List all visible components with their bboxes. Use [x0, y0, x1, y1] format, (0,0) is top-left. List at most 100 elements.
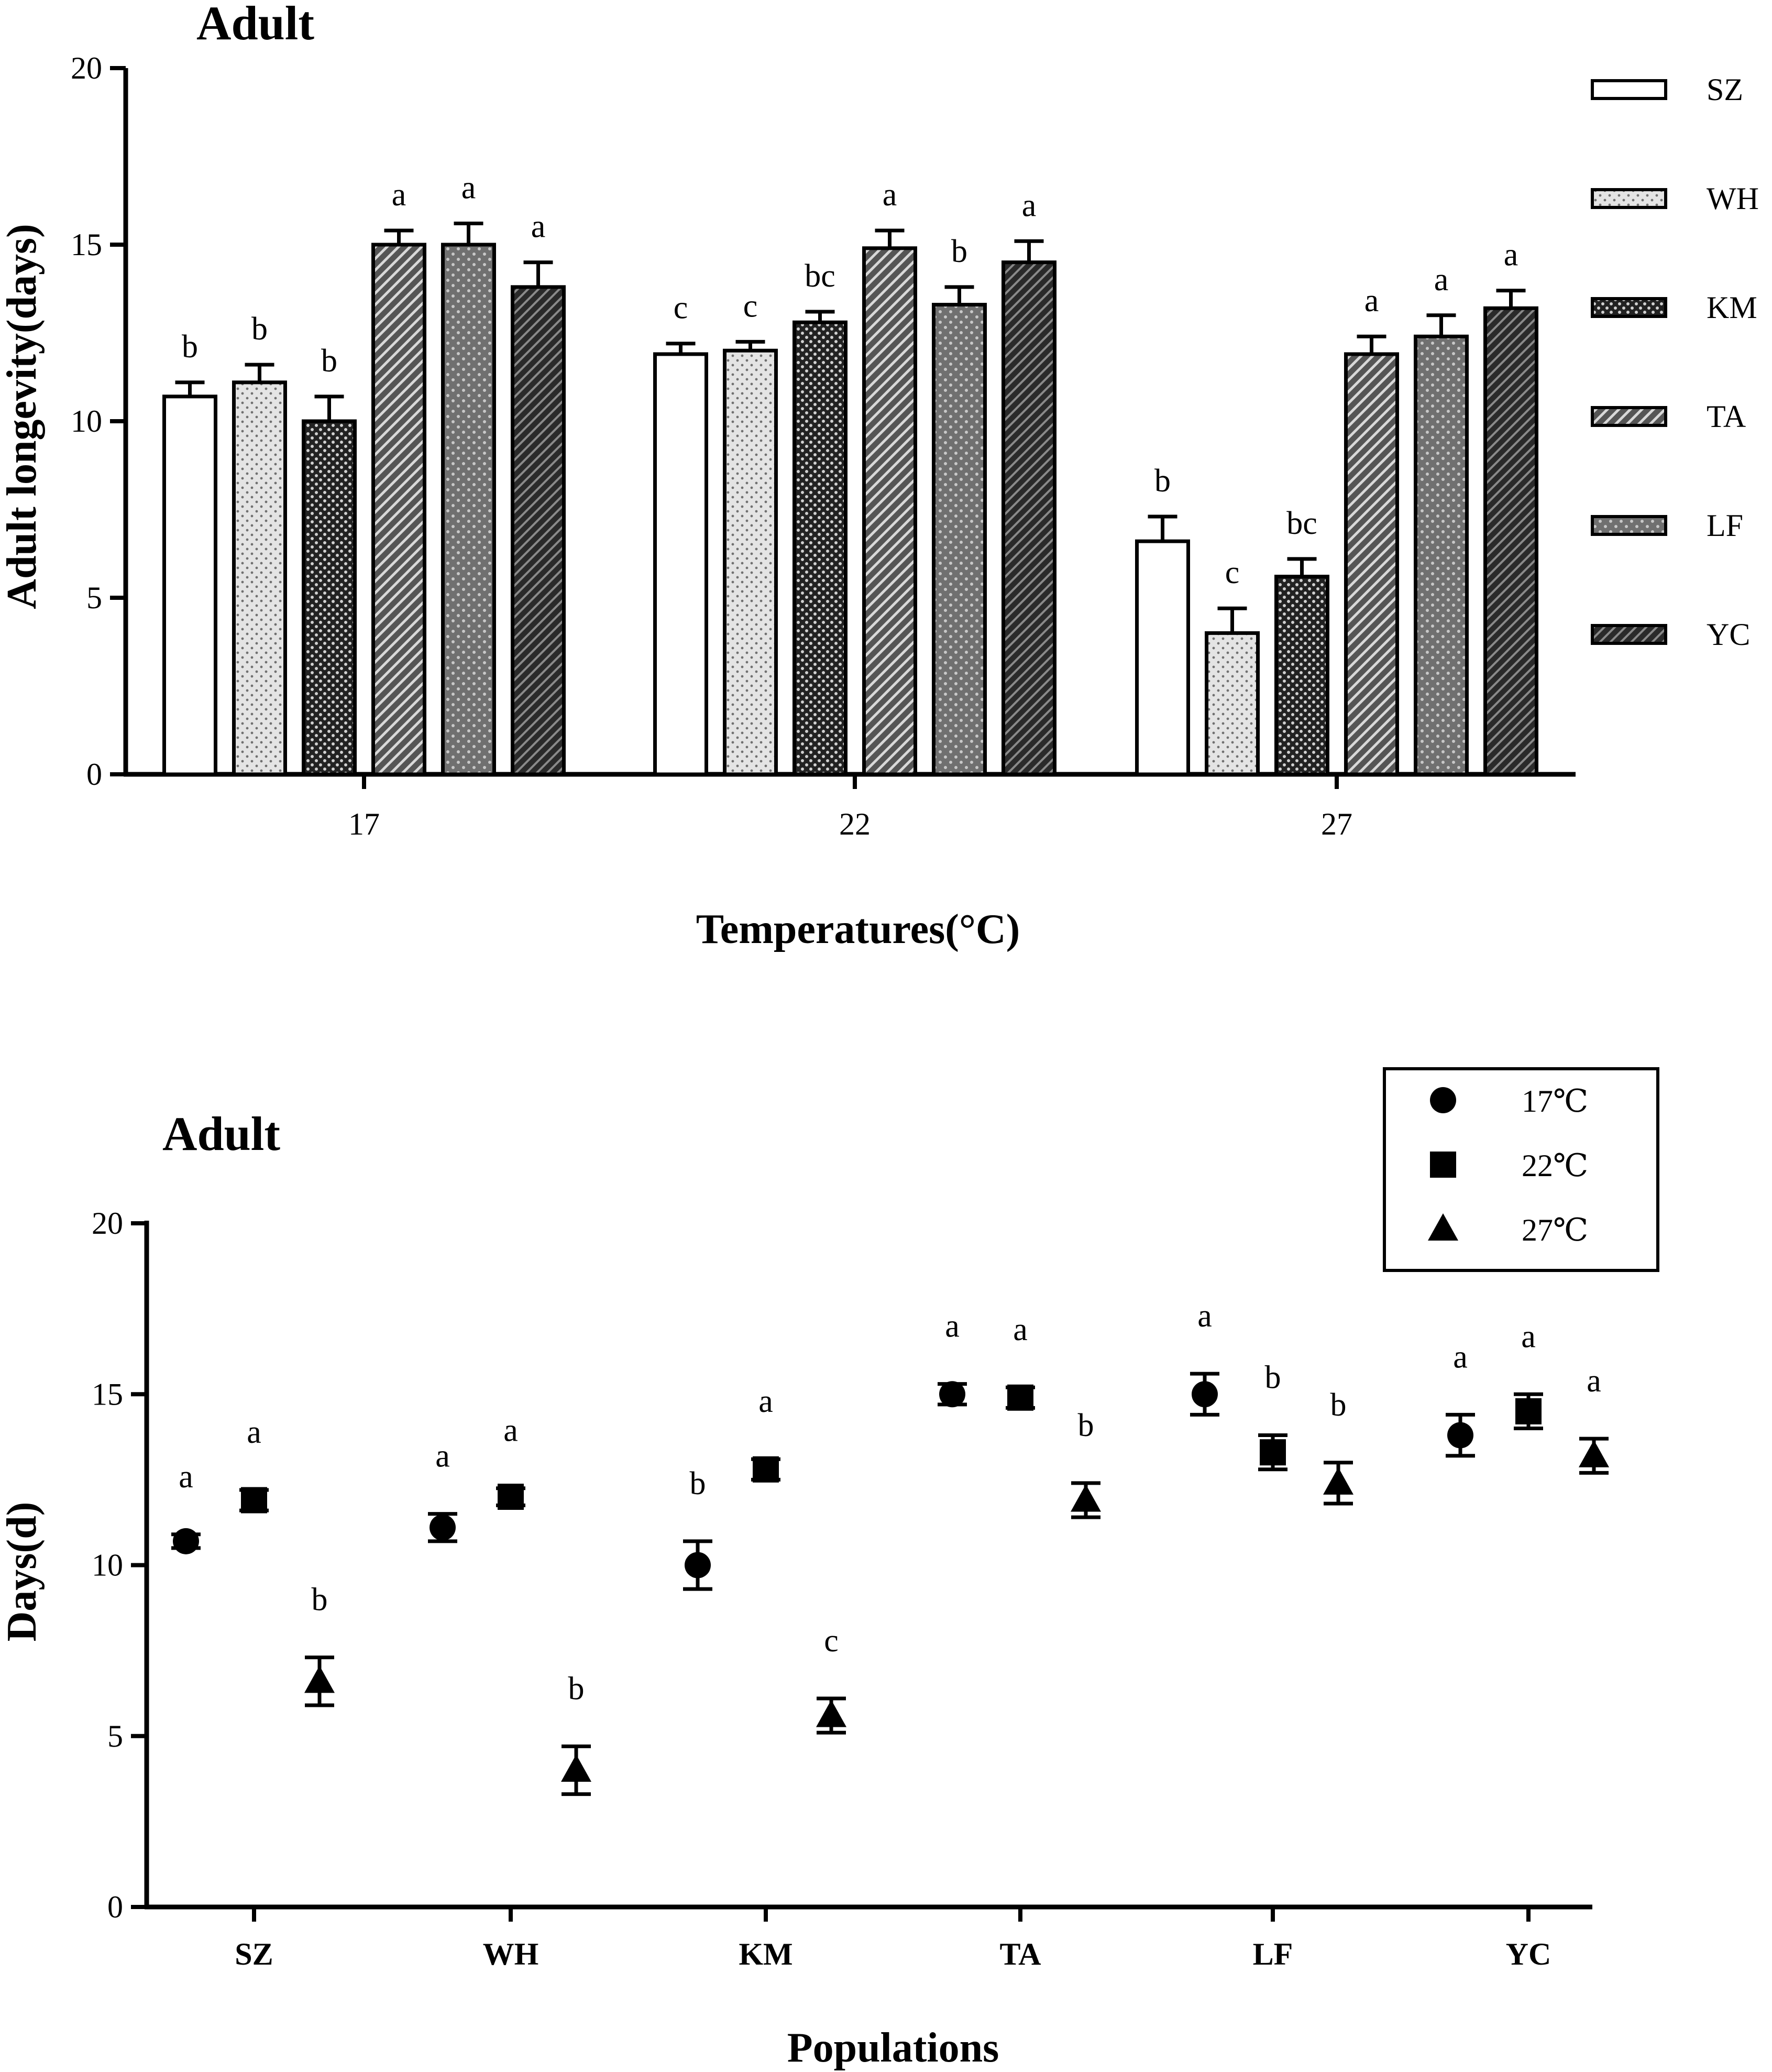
- point-y-axis-title: Days(d): [0, 1502, 45, 1642]
- bar-WH-22: [723, 348, 778, 776]
- point-triangle-YC: [1579, 1440, 1609, 1467]
- bar-sig-letter: a: [1022, 188, 1037, 223]
- point-sig-letter: b: [1330, 1387, 1347, 1423]
- point-triangle-WH: [561, 1755, 591, 1782]
- bar-sig-letter: b: [1154, 463, 1171, 499]
- point-sig-letter: a: [435, 1439, 450, 1474]
- bar-chart-title: Adult: [196, 0, 314, 50]
- point-legend-marker-triangle: [1428, 1213, 1458, 1241]
- point-sig-letter: a: [247, 1415, 261, 1450]
- point-y-tick-label: 5: [107, 1719, 123, 1753]
- bar-sig-letter: c: [743, 288, 758, 324]
- point-square-SZ: [241, 1487, 267, 1514]
- bar-y-tick-label: 10: [71, 404, 102, 438]
- point-circle-TA: [939, 1381, 965, 1408]
- bar-sig-letter: c: [674, 290, 688, 326]
- bar-legend-swatch-WH: [1591, 188, 1667, 209]
- bar-legend-swatch-YC: [1591, 624, 1667, 645]
- point-triangle-SZ: [304, 1665, 335, 1693]
- bar-y-ticks: 0 5 10 15 20: [71, 51, 126, 792]
- point-legend-label: 17℃: [1522, 1084, 1588, 1119]
- bar-sig-letter: a: [1434, 262, 1449, 298]
- point-circle-SZ: [173, 1528, 199, 1554]
- point-sig-letter: c: [824, 1623, 839, 1659]
- point-x-tick-label: TA: [1000, 1937, 1041, 1971]
- bar-LF-17: [441, 243, 496, 776]
- point-chart: Adult Days(d) Populations 0 5 10 15 20 SZ WH K…: [0, 1067, 1659, 2071]
- bar-TA-22: [862, 246, 917, 776]
- point-circle-LF: [1192, 1381, 1218, 1408]
- point-marks: a a b a a a a a a a b a b b c b b a: [171, 1298, 1609, 1796]
- point-sig-letter: b: [690, 1466, 706, 1501]
- bar-LF-27: [1414, 334, 1469, 776]
- bar-legend-label: LF: [1707, 508, 1743, 543]
- bar-WH-27: [1205, 631, 1260, 776]
- bar-sig-letter: a: [883, 177, 897, 213]
- point-y-tick-label: 0: [107, 1890, 123, 1924]
- bar-sig-letter: b: [951, 234, 967, 269]
- bar-x-ticks: 17 22 27: [348, 774, 1352, 841]
- bar-TA-27: [1344, 352, 1399, 776]
- point-sig-letter: a: [1587, 1363, 1601, 1399]
- point-x-tick-label: YC: [1506, 1937, 1551, 1971]
- bar-LF-22: [932, 303, 987, 776]
- bar-legend-label: YC: [1707, 617, 1750, 652]
- bar-legend-label: KM: [1707, 290, 1757, 325]
- bar-YC-22: [1001, 260, 1056, 776]
- point-x-tick-label: KM: [739, 1937, 793, 1971]
- bar-sig-letter: b: [182, 329, 198, 365]
- bar-y-axis-title: Adult longevity(days): [0, 224, 45, 609]
- bar-legend-swatch-SZ: [1591, 79, 1667, 100]
- bar-legend-label: TA: [1707, 399, 1746, 434]
- bar-x-tick-label: 17: [348, 807, 380, 841]
- bar-legend-label: SZ: [1707, 72, 1743, 107]
- point-sig-letter: a: [1453, 1339, 1468, 1375]
- bar-sig-letter: bc: [805, 258, 835, 294]
- point-circle-KM: [685, 1552, 711, 1578]
- bar-TA-17: [371, 243, 426, 776]
- point-triangle-KM: [816, 1700, 846, 1727]
- point-square-LF: [1260, 1439, 1286, 1466]
- bar-SZ-22: [653, 352, 708, 776]
- point-legend-label: 27℃: [1522, 1213, 1588, 1247]
- point-legend: 17℃ 22℃ 27℃: [1428, 1084, 1588, 1247]
- point-square-TA: [1007, 1384, 1033, 1411]
- bar-x-tick-label: 22: [839, 807, 871, 841]
- point-chart-title: Adult: [162, 1107, 280, 1160]
- point-y-ticks: 0 5 10 15 20: [92, 1206, 147, 1924]
- bar-chart: Adult Adult longevity(days) Temperatures…: [0, 0, 1759, 952]
- bar-WH-17: [232, 380, 287, 776]
- bar-y-tick-label: 0: [86, 757, 102, 792]
- bar-SZ-27: [1135, 539, 1190, 776]
- bar-YC-27: [1483, 306, 1538, 776]
- bar-YC-17: [511, 285, 566, 776]
- point-sig-letter: a: [945, 1309, 960, 1344]
- point-sig-letter: a: [1521, 1319, 1536, 1354]
- point-sig-letter: b: [568, 1671, 585, 1706]
- point-y-tick-label: 15: [92, 1377, 123, 1411]
- bar-sig-letter: b: [321, 343, 337, 379]
- point-sig-letter: b: [1078, 1408, 1094, 1443]
- bar-legend: SZ WH KM TA LF YC: [1591, 72, 1759, 652]
- bar-sig-letter: a: [531, 209, 546, 245]
- point-x-ticks: SZ WH KM TA LF YC: [235, 1907, 1551, 1971]
- bar-legend-swatch-LF: [1591, 515, 1667, 536]
- bar-y-tick-label: 15: [71, 227, 102, 262]
- point-x-tick-label: WH: [483, 1937, 539, 1971]
- bar-sig-letter: a: [392, 177, 406, 213]
- bar-sig-letter: b: [251, 311, 268, 347]
- point-triangle-LF: [1323, 1467, 1353, 1495]
- point-triangle-TA: [1071, 1484, 1101, 1512]
- bar-sig-letter: a: [1504, 237, 1518, 273]
- point-sig-letter: a: [1197, 1298, 1212, 1334]
- bar-sig-letter: c: [1225, 555, 1240, 590]
- point-y-tick-label: 20: [92, 1206, 123, 1241]
- point-legend-box: [1383, 1067, 1659, 1272]
- bar-sig-letter: a: [1364, 283, 1379, 319]
- bar-y-tick-label: 20: [71, 51, 102, 85]
- bar-sig-letter: a: [461, 170, 476, 206]
- point-sig-letter: a: [1013, 1312, 1028, 1347]
- point-square-KM: [753, 1456, 779, 1483]
